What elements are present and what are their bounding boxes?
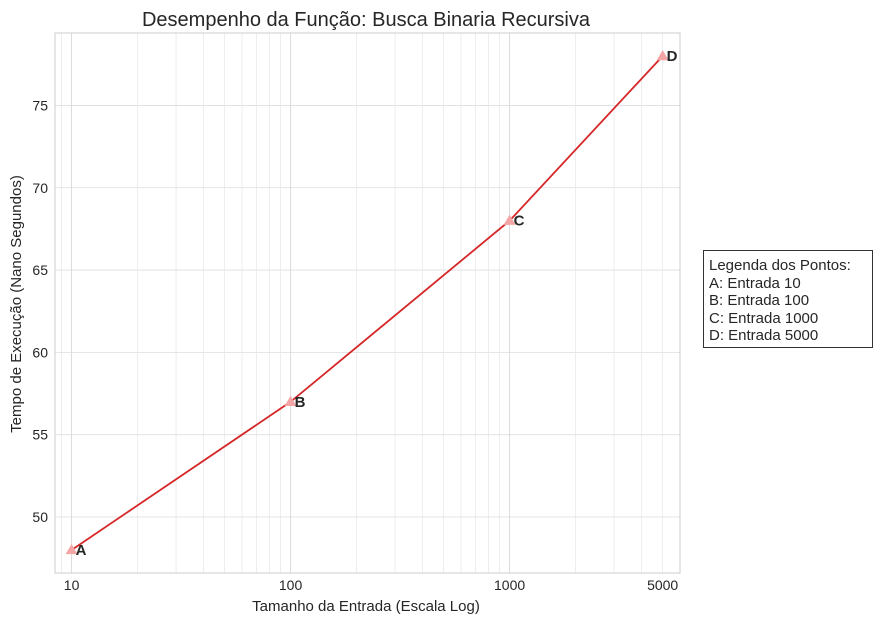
data-point-marker [656,50,669,61]
data-point-label: C [514,213,525,230]
grid [55,33,681,573]
series: A B C D [65,48,678,559]
x-axis-label: Tamanho da Entrada (Escala Log) [252,598,480,615]
y-axis-label: Tempo de Execução (Nano Segundos) [8,175,25,433]
data-point-marker [284,395,297,406]
data-point-label: B [295,394,306,411]
data-point-marker [503,214,516,225]
x-tick-label: 100 [279,577,303,593]
data-point-label: D [667,48,678,65]
points-legend: Legenda dos Pontos: A: Entrada 10 B: Ent… [703,250,873,348]
series-line [71,55,664,551]
y-tick-label: 50 [32,509,48,525]
chart-title: Desempenho da Função: Busca Binaria Recu… [142,9,591,31]
legend-entry-a: A: Entrada 10 [709,274,801,292]
legend-entry-d: D: Entrada 5000 [709,327,819,344]
plot-area-frame [54,32,681,574]
y-tick-label: 75 [32,97,48,113]
ticks: 50 55 60 65 70 75 10 100 1000 5000 [32,97,678,593]
data-point-marker [65,543,78,555]
legend-entry-c: C: Entrada 1000 [709,309,819,327]
y-tick-label: 65 [32,262,48,278]
y-tick-label: 60 [32,344,48,360]
legend-title: Legenda dos Pontos: [709,257,851,274]
x-tick-label: 1000 [494,577,525,593]
legend-entry-b: B: Entrada 100 [709,292,810,309]
data-point-label: A [76,542,87,559]
x-tick-label: 10 [64,577,80,593]
y-tick-label: 70 [32,180,48,196]
x-tick-label: 5000 [647,577,678,593]
y-tick-label: 55 [32,427,48,443]
